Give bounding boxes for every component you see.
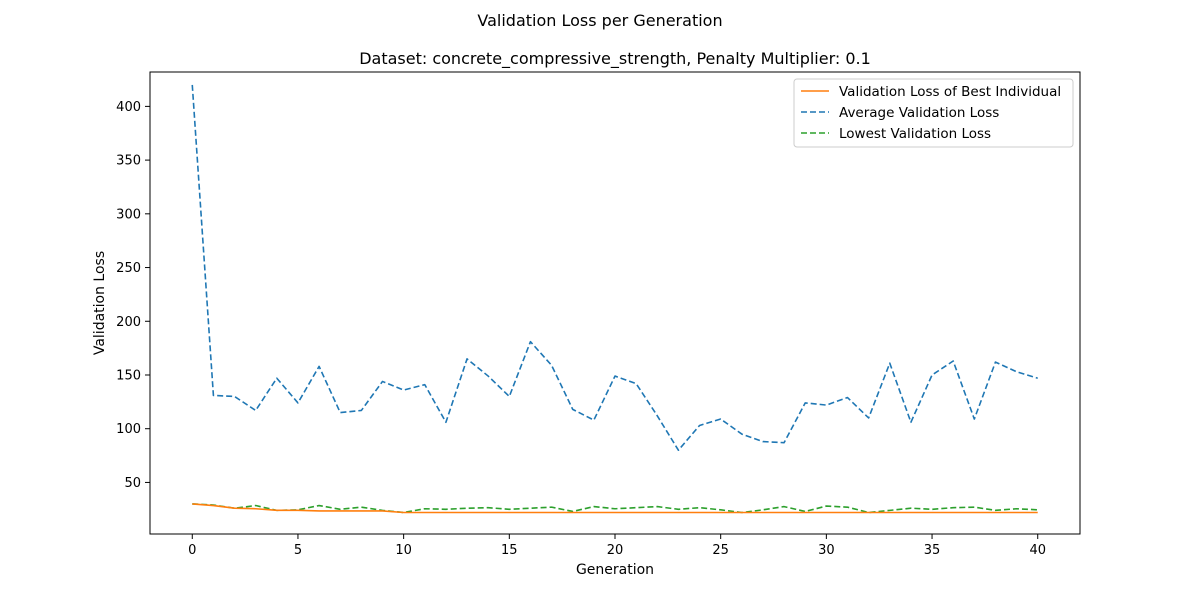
x-tick-label: 20: [607, 543, 624, 558]
y-tick-label: 200: [116, 315, 141, 330]
x-tick-label: 35: [924, 543, 941, 558]
y-tick-label: 300: [116, 207, 141, 222]
plot-area: 0 5 10 15 20 25 30 35 40 50 100 150 200 250 300 350 400: [116, 71, 1081, 558]
x-tick-label: 15: [501, 543, 518, 558]
x-tick-label: 0: [188, 543, 196, 558]
legend: Validation Loss of Best Individual Averag…: [793, 78, 1074, 148]
series-line-lowest-validation-loss: [192, 503, 1038, 514]
x-tick-label: 5: [294, 543, 302, 558]
legend-label: Validation Loss of Best Individual: [839, 84, 1061, 100]
series-line-average-validation-loss: [191, 84, 1038, 452]
y-tick-label: 350: [116, 154, 141, 169]
legend-label: Lowest Validation Loss: [839, 126, 991, 142]
legend-label: Average Validation Loss: [839, 105, 999, 121]
x-tick-label: 40: [1029, 543, 1046, 558]
x-axis-ticks: 0 5 10 15 20 25 30 35 40: [188, 534, 1046, 558]
chart-title: Dataset: concrete_compressive_strength, …: [359, 49, 871, 69]
x-tick-label: 25: [712, 543, 729, 558]
legend-box: [793, 78, 1074, 148]
series-layer: [191, 84, 1038, 514]
y-axis-label: Validation Loss: [92, 251, 108, 355]
y-tick-label: 50: [124, 476, 141, 491]
x-tick-label: 10: [395, 543, 412, 558]
y-tick-label: 250: [116, 261, 141, 276]
x-axis-label: Generation: [576, 562, 654, 578]
y-tick-label: 100: [116, 422, 141, 437]
y-tick-label: 400: [116, 100, 141, 115]
figure-suptitle: Validation Loss per Generation: [477, 11, 722, 30]
x-tick-label: 30: [818, 543, 835, 558]
series-line-validation-loss-of-best-individual: [192, 503, 1038, 514]
y-tick-label: 150: [116, 368, 141, 383]
y-axis-ticks: 50 100 150 200 250 300 350 400: [116, 100, 150, 491]
